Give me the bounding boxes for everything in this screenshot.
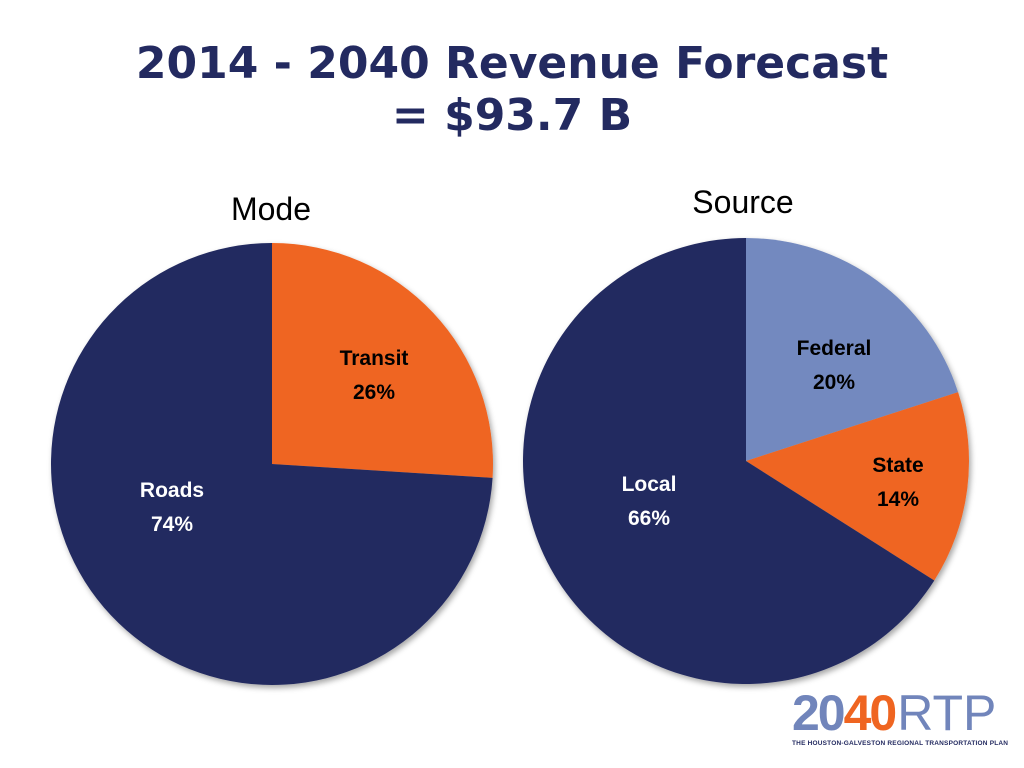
- source-label-local: Local: [622, 473, 677, 496]
- source-value-federal: 20%: [813, 371, 855, 394]
- logo-text-20: 20: [792, 685, 846, 741]
- mode-label-roads: Roads: [140, 479, 204, 502]
- slide-title-line-2: = $93.7 B: [391, 90, 633, 141]
- source-label-federal: Federal: [797, 337, 872, 360]
- mode-value-transit: 26%: [353, 381, 395, 404]
- source-label-state: State: [872, 454, 923, 477]
- source-value-local: 66%: [628, 507, 670, 530]
- source-slice-local: [523, 238, 935, 685]
- mode-slice-roads: [51, 243, 493, 685]
- logo-tagline: THE HOUSTON-GALVESTON REGIONAL TRANSPORT…: [792, 740, 1009, 747]
- pie-source-title: Source: [692, 184, 794, 220]
- pie-mode-title: Mode: [230, 191, 312, 227]
- mode-label-transit: Transit: [340, 347, 409, 370]
- source-slice-federal: [746, 238, 959, 461]
- rtp-logo: 20 40 RTP THE HOUSTON-GALVESTON REGIONAL…: [792, 685, 1009, 748]
- source-slice-state: [746, 392, 969, 581]
- mode-slice-transit: [272, 243, 493, 478]
- slide-title: 2014 - 2040 Revenue Forecast = $93.7 B: [0, 38, 1024, 142]
- mode-value-roads: 74%: [151, 513, 193, 536]
- logo-text-40: 40: [843, 685, 898, 741]
- logo-text-rtp: RTP: [897, 685, 997, 741]
- source-value-state: 14%: [877, 488, 919, 511]
- slide-title-line-1: 2014 - 2040 Revenue Forecast: [135, 38, 889, 89]
